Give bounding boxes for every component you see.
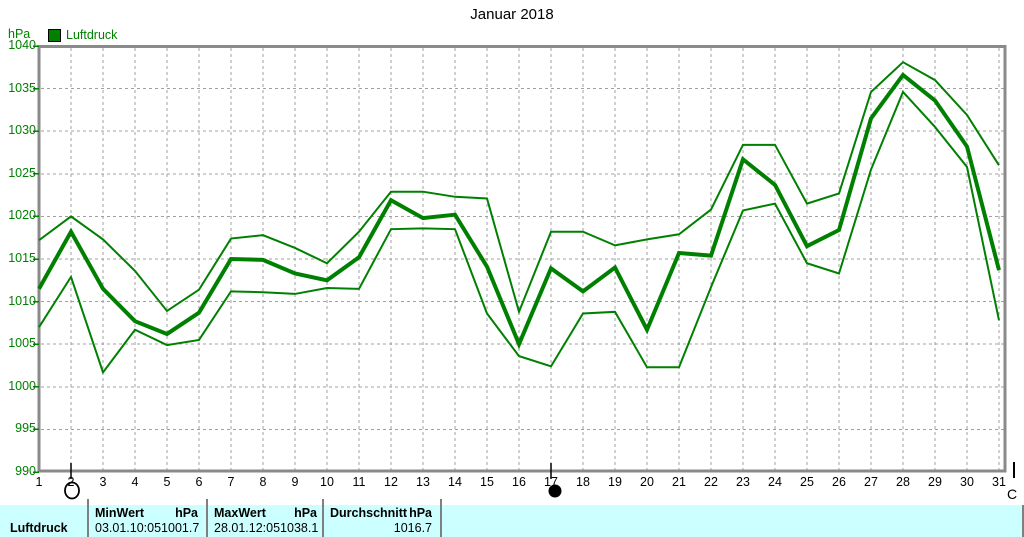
x-axis-tick-label: 27 [864, 475, 878, 489]
maxwert-label: MaxWert [214, 506, 266, 520]
series-line [38, 60, 1000, 315]
x-axis-tick-label: 9 [291, 475, 299, 489]
y-axis-tick-label: 1010 [8, 293, 36, 308]
y-axis-tick-label: 1005 [8, 336, 36, 351]
x-axis-tick-label: 7 [227, 475, 235, 489]
x-axis-tick-label: 6 [195, 475, 203, 489]
durchschnitt-label: Durchschnitt [330, 506, 408, 520]
legend-label: Luftdruck [66, 28, 118, 42]
x-axis-tick-label: 13 [416, 475, 430, 489]
x-axis-tick-label: 28 [896, 475, 910, 489]
summary-table [0, 505, 1024, 537]
y-axis-tick-label: 1040 [8, 38, 36, 52]
x-axis-tick-label: 17 [544, 475, 558, 489]
series-line [38, 90, 1000, 375]
x-axis-tick-label: 11 [352, 475, 366, 489]
y-axis-tick-label: 1030 [8, 123, 36, 138]
x-axis-tick-label: 15 [480, 475, 494, 489]
x-axis-tick-label: 3 [99, 475, 107, 489]
x-axis-tick-label: 1 [35, 475, 43, 489]
minwert-time: 10:05 [129, 521, 162, 535]
table-row-label: Luftdruck [10, 521, 68, 535]
x-axis-tick-label: 2 [67, 475, 75, 489]
chart-title: Januar 2018 [470, 6, 554, 23]
y-axis-tick-label: 1000 [8, 378, 36, 393]
legend-color-swatch [48, 28, 61, 42]
minwert-value-row: 03.01. 10:05 1001.7 [95, 521, 200, 536]
x-axis-tick-label: 30 [960, 475, 974, 489]
x-axis-tick-label: 29 [928, 475, 942, 489]
x-axis-tick-label: 5 [163, 475, 171, 489]
x-axis-tick-label: 26 [832, 475, 846, 489]
x-axis-tick-label: 10 [320, 475, 334, 489]
table-divider [87, 499, 89, 537]
y-axis-tick-label: 1025 [8, 165, 36, 180]
x-axis-tick-label: 14 [448, 475, 462, 489]
durchschnitt-unit: hPa [409, 506, 432, 520]
maxwert-value-row: 28.01. 12:05 1038.1 [214, 521, 319, 536]
x-axis-tick-label: 23 [736, 475, 750, 489]
x-axis-tick-label: 22 [704, 475, 718, 489]
durchschnitt-header: Durchschnitt hPa [330, 506, 432, 521]
maxwert-time: 12:05 [248, 521, 281, 535]
x-axis-tick-label: 21 [672, 475, 686, 489]
table-divider [206, 499, 208, 537]
table-divider [322, 499, 324, 537]
x-axis-tick-label: 24 [768, 475, 782, 489]
y-axis-tick-label: 995 [15, 421, 36, 436]
table-divider [440, 499, 442, 537]
open-circle-marker[interactable] [64, 481, 80, 500]
y-axis-tick-label: 990 [15, 464, 36, 478]
y-axis-tick-label: 1020 [8, 208, 36, 223]
durchschnitt-value: 1016.7 [393, 521, 432, 535]
chart-legend: Luftdruck [48, 28, 117, 42]
minwert-value: 1001.7 [161, 521, 200, 535]
maxwert-unit: hPa [294, 506, 317, 520]
y-axis-unit-label: hPa [8, 27, 31, 41]
x-axis-tick-label: 19 [608, 475, 622, 489]
minwert-header: MinWert hPa [95, 506, 198, 521]
x-axis-tick-label: 4 [131, 475, 139, 489]
maxwert-date: 28.01. [214, 521, 249, 535]
minwert-label: MinWert [95, 506, 145, 520]
y-axis-tick-label: 1015 [8, 251, 36, 265]
x-axis-tick-label: 25 [800, 475, 814, 489]
x-axis-tick-label: 12 [384, 475, 398, 489]
minwert-date: 03.01. [95, 521, 130, 535]
x-axis-tick-label: 18 [576, 475, 590, 489]
series-line [37, 72, 1001, 350]
x-axis-tick-label: 16 [512, 475, 526, 489]
x-axis-tick-label: 31 [992, 475, 1006, 489]
right-letter-c[interactable]: C [1007, 486, 1017, 502]
maxwert-header: MaxWert hPa [214, 506, 317, 521]
filled-circle-marker[interactable] [548, 484, 562, 498]
maxwert-value: 1038.1 [280, 521, 319, 535]
x-axis-tick-label: 20 [640, 475, 654, 489]
y-axis-tick-label: 1035 [8, 80, 36, 95]
x-axis-tick-label: 8 [259, 475, 267, 489]
minwert-unit: hPa [175, 506, 198, 520]
